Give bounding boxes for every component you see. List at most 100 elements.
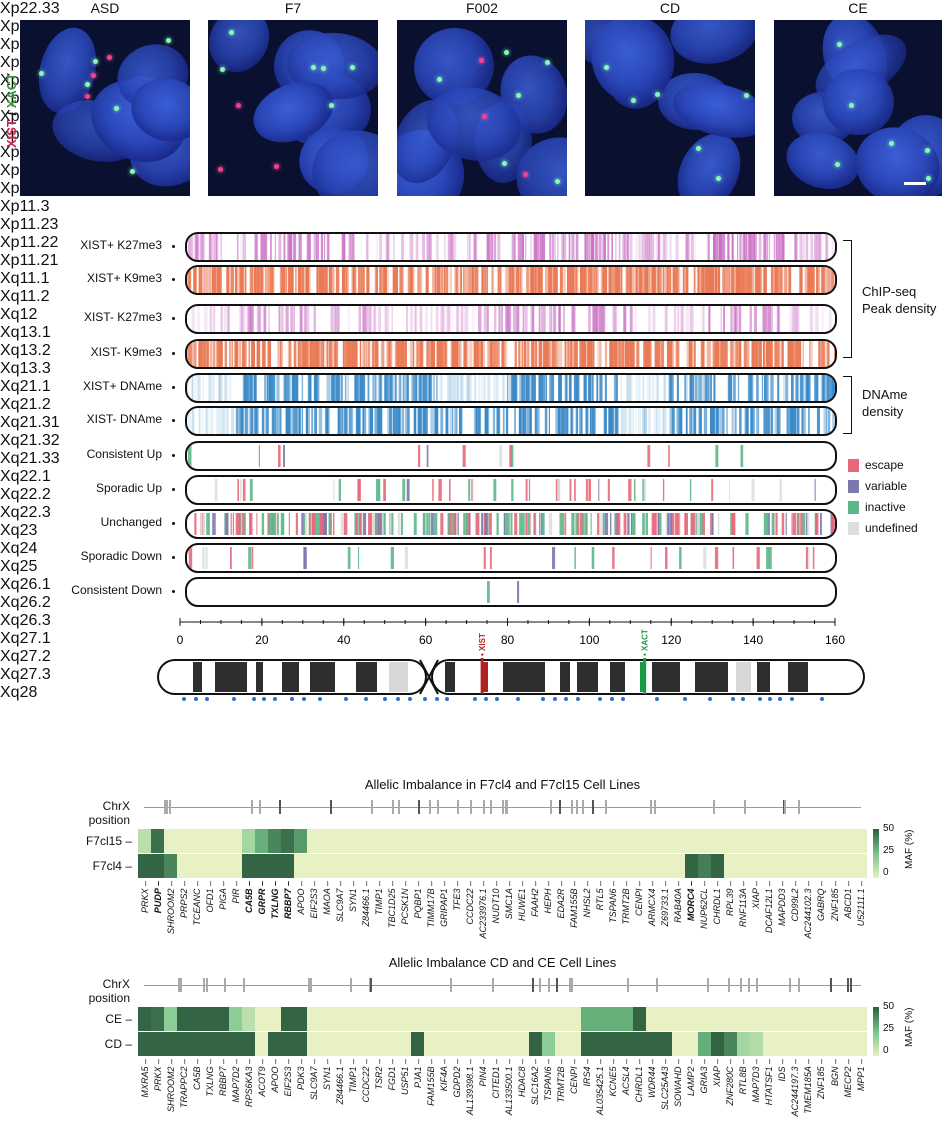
track-peak	[659, 267, 663, 293]
track-peak	[360, 341, 361, 367]
band-dot	[576, 697, 580, 701]
track-peak	[363, 513, 366, 535]
heatmap-cell	[841, 1007, 854, 1031]
scale-bar	[904, 182, 926, 185]
track-peak	[569, 234, 571, 260]
heatmap-cell	[229, 854, 242, 878]
track-peak	[535, 341, 537, 367]
track-peak	[807, 234, 808, 260]
heatmap-cell	[242, 1032, 255, 1056]
track-peak	[456, 408, 457, 434]
track-peak	[785, 267, 787, 293]
track-peak	[561, 234, 564, 260]
track-bar	[185, 265, 837, 295]
track-peak	[368, 267, 370, 293]
track-peak	[318, 234, 319, 260]
gene-label: IDS –	[777, 1059, 787, 1127]
heatmap-cell	[203, 1007, 216, 1031]
xact-signal	[130, 169, 135, 174]
track-peak	[778, 267, 779, 293]
heatmap-cell	[594, 829, 607, 853]
track-peak	[789, 267, 790, 293]
heatmap-cell	[411, 854, 424, 878]
track-peak	[418, 375, 421, 401]
track-peak	[539, 513, 540, 535]
track-peak	[518, 306, 520, 332]
track-peak	[347, 375, 348, 401]
track-peak	[514, 513, 517, 535]
track-peak	[224, 306, 227, 332]
track-peak	[468, 479, 470, 501]
track-peak	[333, 479, 334, 501]
track-peak	[723, 306, 725, 332]
track-peak	[603, 267, 606, 293]
track-peak	[630, 306, 632, 332]
track-peak	[238, 267, 241, 293]
track-peak	[669, 267, 670, 293]
track-peak	[670, 341, 672, 367]
track-peak	[321, 234, 324, 260]
track-peak	[549, 513, 552, 535]
track-peak	[775, 408, 778, 434]
heatmap-cell	[815, 829, 828, 853]
track-peak	[676, 267, 679, 293]
track-peak	[566, 375, 568, 401]
gene-label: TCEANC –	[192, 881, 202, 949]
track-peak	[580, 513, 583, 535]
track-peak	[556, 341, 559, 367]
track-peak	[599, 306, 602, 332]
track-peak	[454, 408, 455, 434]
heatmap-cell	[568, 854, 581, 878]
gene-label: RNF113A –	[738, 881, 748, 949]
heatmap-cell	[138, 1032, 151, 1056]
track-peak	[265, 234, 267, 260]
track-peak	[343, 234, 345, 260]
heatmap-cell	[216, 829, 229, 853]
heatmap-cell	[555, 1032, 568, 1056]
track-peak	[570, 408, 573, 434]
xact-signal	[93, 59, 98, 64]
track-peak	[595, 234, 597, 260]
gene-label: RTL8B –	[738, 1059, 748, 1127]
track-peak	[519, 408, 521, 434]
track-peak	[256, 267, 258, 293]
gene-label: SYN1 –	[348, 881, 358, 949]
heatmap-cell	[633, 1007, 646, 1031]
gene-label: TIMP1 –	[348, 1059, 358, 1127]
track-peak	[250, 306, 252, 332]
xact-signal	[85, 82, 90, 87]
track-peak	[312, 341, 314, 367]
track-peak	[701, 341, 704, 367]
gene-label: EIF2S3 –	[309, 881, 319, 949]
track-peak	[249, 341, 251, 367]
track-peak	[711, 479, 713, 501]
chrx-gene-tick	[371, 800, 373, 814]
track-peak	[540, 341, 541, 367]
xact-signal	[837, 42, 842, 47]
track-bar	[185, 577, 837, 607]
track-peak	[231, 408, 234, 434]
colorbar-label: MAF (%)	[904, 1008, 915, 1047]
track-peak	[519, 513, 522, 535]
track-peak	[760, 341, 761, 367]
track-peak	[366, 234, 368, 260]
track-peak	[363, 306, 366, 332]
track-peak	[451, 234, 453, 260]
heatmap-cell	[268, 854, 281, 878]
track-peak	[598, 479, 599, 501]
gene-label: TSPAN6 –	[608, 881, 618, 949]
xist-signal	[91, 73, 96, 78]
track-peak	[314, 375, 316, 401]
track-peak	[797, 513, 799, 535]
heatmap-cell	[385, 1032, 398, 1056]
heatmap-cell	[359, 1032, 372, 1056]
xact-signal	[321, 66, 326, 71]
track-peak	[268, 267, 270, 293]
track-peak	[407, 408, 410, 434]
track-peak	[726, 408, 728, 434]
track-peak	[465, 341, 468, 367]
track-peak	[278, 445, 281, 467]
track-peak	[489, 513, 492, 535]
track-peak	[205, 408, 206, 434]
